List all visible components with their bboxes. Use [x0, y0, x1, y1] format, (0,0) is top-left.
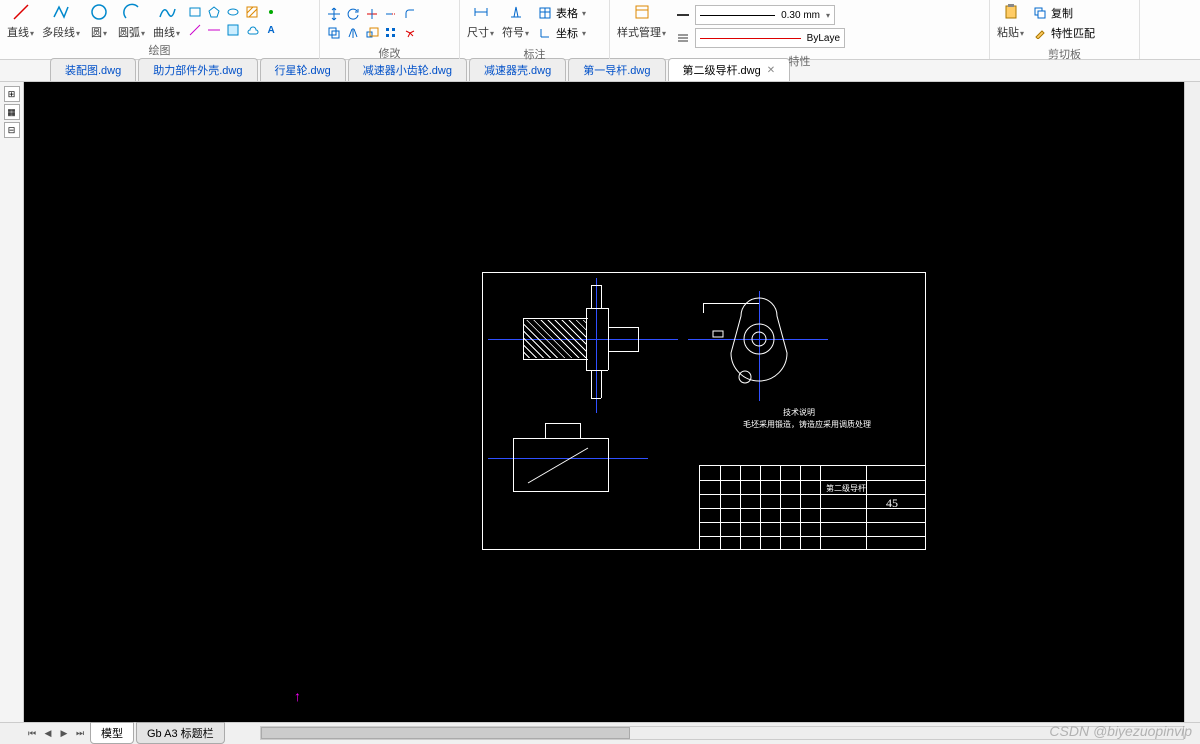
lineweight-preview: [700, 15, 775, 16]
fillet-icon[interactable]: [402, 6, 418, 22]
match-props-button[interactable]: 特性匹配: [1031, 24, 1097, 42]
array-icon[interactable]: [383, 25, 399, 41]
scroll-thumb[interactable]: [261, 727, 630, 739]
line-button[interactable]: 直线: [4, 2, 37, 40]
circle-icon: [89, 2, 109, 22]
side-toolbar: ⊞ ▦ ⊟: [0, 82, 24, 722]
end-view: [711, 293, 807, 393]
table-button[interactable]: 表格▾: [536, 4, 588, 22]
layout-tab-bar: ⏮ ◀ ▶ ⏭ 模型 Gb A3 标题栏: [0, 722, 1200, 743]
circle-button[interactable]: 圆: [85, 2, 113, 40]
centerline: [596, 278, 597, 413]
coord-button[interactable]: 坐标▾: [536, 24, 588, 42]
part-name: 第二级导杆: [826, 484, 866, 494]
lineweight-value: 0.30 mm: [781, 10, 820, 21]
group-label-properties: 特性: [614, 51, 985, 71]
dimension-icon: [471, 2, 491, 22]
extend-icon[interactable]: [383, 6, 399, 22]
rotate-icon[interactable]: [345, 6, 361, 22]
group-label-clipboard: 剪切板: [994, 44, 1135, 64]
ribbon: 直线 多段线 圆 圆弧 曲线: [0, 0, 1200, 60]
mirror-icon[interactable]: [345, 25, 361, 41]
line-icon: [11, 2, 31, 22]
point-icon[interactable]: [263, 4, 279, 20]
style-icon: [632, 2, 652, 22]
lineweight-dropdown[interactable]: 0.30 mm ▾: [695, 5, 835, 25]
group-label-draw: 绘图: [4, 40, 315, 60]
copy-clip-icon: [1033, 6, 1047, 20]
layout-tab-paper[interactable]: Gb A3 标题栏: [136, 722, 225, 744]
title-block: 第二级导杆 45: [699, 465, 925, 549]
material: 45: [886, 496, 898, 512]
file-tab[interactable]: 助力部件外壳.dwg: [138, 58, 257, 81]
text-icon[interactable]: A: [263, 22, 279, 38]
tab-nav-next[interactable]: ▶: [56, 728, 72, 739]
polyline-icon: [51, 2, 71, 22]
ray-icon[interactable]: [187, 22, 203, 38]
model-canvas[interactable]: 技术说明 毛坯采用锻造，铸造应采用调质处理 第二级导杆 45 ↑: [24, 82, 1184, 722]
spline-icon: [157, 2, 177, 22]
paste-button[interactable]: 粘贴: [994, 2, 1027, 40]
symbol-button[interactable]: 符号: [499, 2, 532, 40]
table-icon: [538, 6, 552, 20]
arc-icon: [122, 2, 142, 22]
dimension-button[interactable]: 尺寸: [464, 2, 497, 40]
region-icon[interactable]: [225, 22, 241, 38]
layer-dropdown[interactable]: ByLaye: [695, 28, 845, 48]
tech-note-title: 技术说明: [783, 408, 815, 418]
hatch-area: [523, 320, 586, 358]
drawing-area: ⊞ ▦ ⊟: [0, 82, 1200, 722]
side-button[interactable]: ⊞: [4, 86, 20, 102]
tab-nav-first[interactable]: ⏮: [24, 728, 40, 739]
vertical-scrollbar[interactable]: [1184, 82, 1200, 722]
linetype-icon[interactable]: [675, 7, 691, 23]
watermark: CSDN @biyezuopinvip: [1049, 723, 1192, 739]
ribbon-group-properties: 样式管理 0.30 mm ▾ ByLaye: [610, 0, 990, 59]
move-icon[interactable]: [326, 6, 342, 22]
tech-note-body: 毛坯采用锻造，铸造应采用调质处理: [743, 420, 871, 430]
copy-clip-button[interactable]: 复制: [1031, 4, 1097, 22]
tab-nav-last[interactable]: ⏭: [72, 728, 88, 739]
tab-nav-prev[interactable]: ◀: [40, 728, 56, 739]
layer-value: ByLaye: [807, 33, 840, 44]
curve-button[interactable]: 曲线: [150, 2, 183, 40]
ribbon-group-annotate: 尺寸 符号 表格▾ 坐标▾ 标注: [460, 0, 610, 59]
trim-icon[interactable]: [364, 6, 380, 22]
ribbon-group-clipboard: 粘贴 复制 特性匹配 剪切板: [990, 0, 1140, 59]
ribbon-group-draw: 直线 多段线 圆 圆弧 曲线: [0, 0, 320, 59]
drawing-frame: 技术说明 毛坯采用锻造，铸造应采用调质处理 第二级导杆 45: [482, 272, 926, 550]
side-button[interactable]: ⊟: [4, 122, 20, 138]
file-tab[interactable]: 装配图.dwg: [50, 58, 136, 81]
arc-button[interactable]: 圆弧: [115, 2, 148, 40]
cloud-icon[interactable]: [244, 22, 260, 38]
layercolor-icon[interactable]: [675, 30, 691, 46]
cursor-marker: ↑: [294, 688, 301, 704]
style-manager-button[interactable]: 样式管理: [614, 2, 669, 40]
xline-icon[interactable]: [206, 22, 222, 38]
hatch-icon[interactable]: [244, 4, 260, 20]
explode-icon[interactable]: [402, 25, 418, 41]
polygon-icon[interactable]: [206, 4, 222, 20]
paste-icon: [1001, 2, 1021, 22]
polyline-button[interactable]: 多段线: [39, 2, 83, 40]
group-label-modify: 修改: [324, 43, 455, 63]
ribbon-group-modify: 修改: [320, 0, 460, 59]
symbol-icon: [506, 2, 526, 22]
layer-preview: [700, 38, 801, 39]
brush-icon: [1033, 26, 1047, 40]
ellipse-icon[interactable]: [225, 4, 241, 20]
group-label-annotate: 标注: [464, 44, 605, 64]
layout-tab-model[interactable]: 模型: [90, 722, 134, 744]
scale-icon[interactable]: [364, 25, 380, 41]
side-button[interactable]: ▦: [4, 104, 20, 120]
coord-icon: [538, 26, 552, 40]
copy-icon[interactable]: [326, 25, 342, 41]
rect-icon[interactable]: [187, 4, 203, 20]
draw-small-icons: A: [185, 2, 281, 40]
horizontal-scrollbar[interactable]: [260, 726, 1184, 740]
